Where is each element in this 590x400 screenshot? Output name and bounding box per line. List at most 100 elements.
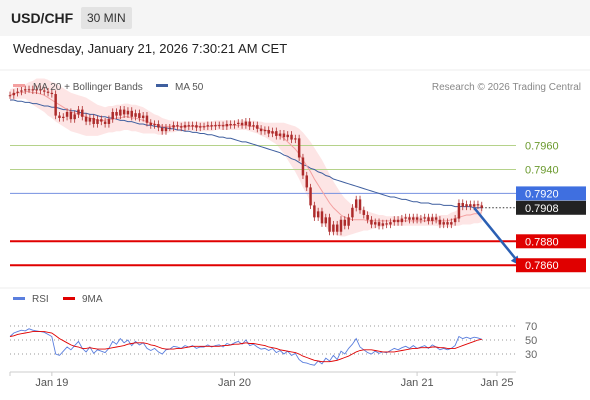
candle-body: [385, 223, 388, 225]
candle-body: [404, 217, 407, 219]
candle: [320, 207, 324, 227]
candle: [377, 218, 381, 230]
candle-body: [423, 217, 426, 219]
candle-body: [461, 202, 464, 207]
candle-body: [195, 125, 198, 128]
rsi-tick-30: 30: [525, 349, 537, 361]
candle-body: [225, 123, 229, 127]
candle: [218, 121, 221, 129]
candle: [343, 216, 347, 230]
candle: [347, 213, 350, 230]
candle: [96, 115, 99, 128]
candle-body: [35, 89, 38, 91]
timeframe-button[interactable]: 30 MIN: [81, 7, 132, 29]
candle-body: [176, 125, 179, 127]
candle: [198, 122, 202, 132]
candle: [423, 213, 426, 223]
ma20-legend-swatch: [13, 84, 25, 87]
candle: [12, 89, 16, 99]
candle: [332, 220, 335, 236]
candle: [431, 213, 434, 225]
candle: [187, 121, 191, 130]
candle-body: [16, 91, 19, 93]
candle: [157, 120, 160, 132]
ma20-legend-label: MA 20 + Bollinger Bands: [33, 82, 143, 93]
candle-body: [134, 113, 137, 117]
candle-body: [157, 123, 160, 128]
candle: [381, 219, 385, 230]
candle: [415, 213, 419, 224]
candle-body: [240, 122, 244, 126]
candle-body: [472, 204, 476, 207]
candle: [301, 153, 305, 180]
candle: [351, 204, 354, 221]
candle: [145, 112, 149, 127]
candle: [214, 121, 217, 130]
candle-body: [263, 129, 267, 132]
candle: [69, 108, 73, 123]
candle: [237, 119, 240, 128]
candle-body: [309, 187, 312, 206]
candle-body: [183, 125, 187, 128]
candle-body: [73, 114, 76, 120]
candle: [389, 218, 392, 229]
candle: [88, 114, 92, 126]
rsi-panel: RSI 9MA 70 50 30: [9, 294, 537, 366]
candle-body: [50, 92, 54, 95]
candle: [461, 199, 464, 211]
candle: [172, 121, 175, 132]
candle-body: [320, 211, 324, 224]
rsi-tick-50: 50: [525, 335, 537, 347]
candle: [358, 195, 362, 214]
candle-body: [20, 90, 23, 92]
candle: [191, 121, 194, 130]
candle-body: [103, 121, 107, 124]
candle-body: [115, 112, 118, 116]
candle: [77, 106, 80, 118]
candle-body: [275, 131, 278, 136]
candle: [134, 109, 137, 121]
candle-body: [457, 202, 461, 219]
candle-body: [214, 125, 217, 127]
credit-label: Research © 2026 Trading Central: [432, 82, 581, 93]
candle-body: [179, 126, 183, 128]
candle: [84, 113, 88, 126]
candle-body: [218, 125, 221, 127]
candle: [267, 126, 270, 138]
candle: [427, 213, 430, 225]
candle: [138, 109, 141, 122]
candle-body: [23, 89, 27, 91]
candle: [119, 106, 122, 120]
candle: [46, 88, 50, 97]
candle: [271, 127, 274, 138]
candle-body: [149, 122, 153, 126]
candle-body: [297, 138, 301, 158]
candle: [206, 121, 210, 130]
candle: [20, 86, 23, 96]
candle: [354, 195, 358, 212]
candle: [122, 106, 126, 118]
candle-body: [107, 119, 111, 124]
candle-body: [31, 89, 35, 91]
candle: [362, 206, 366, 219]
ma9-legend-label: 9MA: [82, 294, 103, 305]
candle: [442, 218, 445, 229]
candle-body: [290, 134, 293, 140]
candle: [115, 108, 118, 120]
candle-body: [8, 95, 12, 97]
time-axis: Jan 19 Jan 20 Jan 21 Jan 25: [9, 371, 516, 389]
candle-body: [210, 125, 213, 127]
candle: [107, 115, 111, 128]
candle: [164, 123, 168, 135]
candle: [54, 90, 57, 120]
candle-body: [138, 113, 141, 118]
candle: [23, 85, 27, 95]
candle-body: [354, 199, 358, 208]
candle: [385, 219, 388, 229]
price-legend: MA 20 + Bollinger Bands MA 50 Research © 2…: [13, 82, 581, 93]
candle: [50, 89, 54, 98]
candle-body: [12, 92, 16, 96]
symbol-label: USD/CHF: [11, 10, 74, 26]
candle-body: [408, 217, 411, 220]
candle: [286, 131, 289, 141]
